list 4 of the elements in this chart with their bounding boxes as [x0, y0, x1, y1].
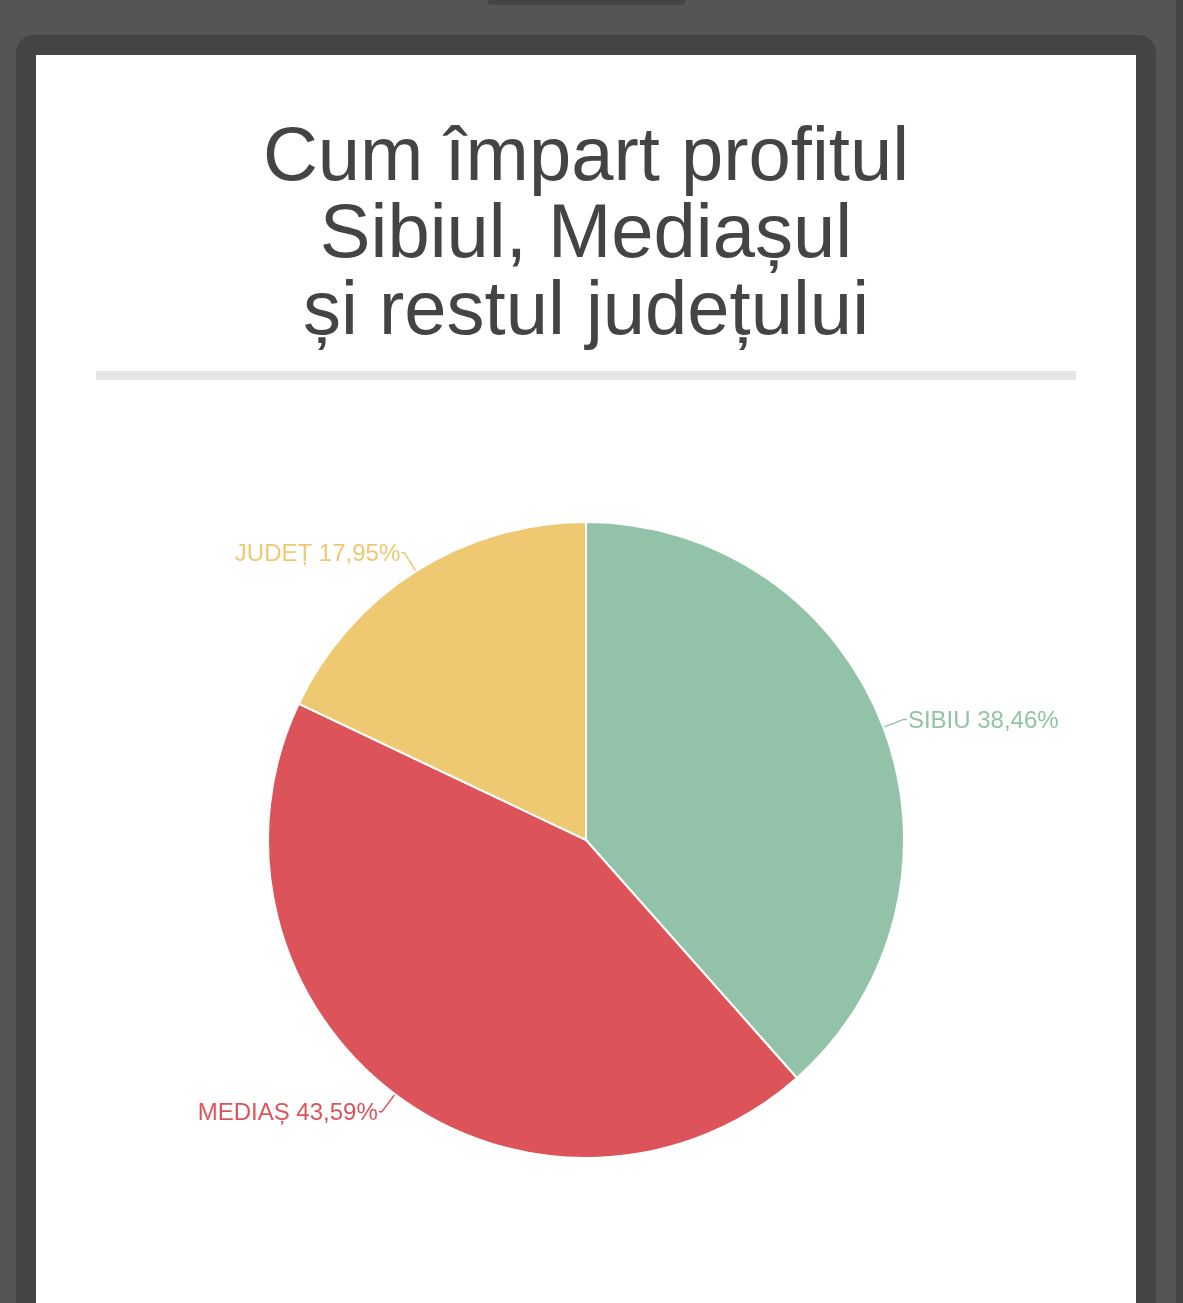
chart-title: Cum împart profitul Sibiul, Mediașul și restul județului [262, 111, 910, 350]
slice-label: SIBIU 38,46% [907, 705, 1059, 733]
slice-label: JUDEȚ 17,95% [234, 539, 401, 567]
slice-label: MEDIAȘ 43,59% [197, 1098, 378, 1126]
